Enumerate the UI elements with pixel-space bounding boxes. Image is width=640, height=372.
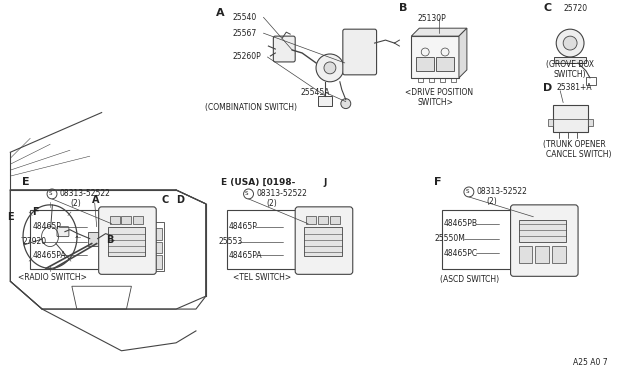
Bar: [133, 216, 143, 224]
Bar: [552, 246, 566, 263]
Text: E: E: [22, 177, 30, 187]
Bar: [548, 119, 553, 126]
Text: 08313-52522: 08313-52522: [257, 189, 307, 198]
Bar: [304, 227, 342, 256]
Bar: [306, 216, 316, 224]
Text: 25540: 25540: [233, 13, 257, 22]
Polygon shape: [412, 28, 467, 36]
Text: (2): (2): [70, 199, 81, 208]
Text: (ASCD SWITCH): (ASCD SWITCH): [440, 275, 499, 284]
FancyBboxPatch shape: [111, 231, 120, 241]
Text: S: S: [465, 189, 468, 195]
Bar: [416, 57, 434, 71]
Text: F: F: [32, 207, 39, 217]
Bar: [88, 232, 100, 246]
Text: SWITCH): SWITCH): [553, 70, 586, 79]
Bar: [122, 216, 131, 224]
FancyBboxPatch shape: [273, 36, 295, 62]
Text: 25381+A: 25381+A: [556, 83, 592, 92]
FancyBboxPatch shape: [343, 29, 376, 75]
Text: S: S: [48, 192, 52, 196]
Bar: [536, 246, 549, 263]
Text: 25553: 25553: [219, 237, 243, 246]
Text: (GROVE BOX: (GROVE BOX: [547, 60, 595, 70]
Bar: [108, 227, 145, 256]
Text: (2): (2): [266, 199, 277, 208]
Text: <RADIO SWITCH>: <RADIO SWITCH>: [17, 273, 86, 282]
Text: 25550M: 25550M: [434, 234, 465, 243]
Circle shape: [341, 99, 351, 109]
Bar: [30, 210, 102, 269]
Bar: [553, 105, 588, 132]
Text: 48465PC: 48465PC: [444, 249, 478, 258]
Text: 08313-52522: 08313-52522: [477, 187, 528, 196]
Bar: [588, 119, 593, 126]
Bar: [122, 256, 162, 269]
Text: D: D: [176, 195, 184, 205]
Text: CANCEL SWITCH): CANCEL SWITCH): [547, 150, 612, 159]
Bar: [442, 210, 513, 269]
Circle shape: [324, 62, 336, 74]
Text: 25130P: 25130P: [417, 14, 446, 23]
Bar: [318, 216, 328, 224]
Text: 25567: 25567: [233, 29, 257, 38]
Bar: [554, 57, 586, 63]
Circle shape: [556, 29, 584, 57]
Text: 48465PA: 48465PA: [32, 251, 66, 260]
Text: E (USA) [0198-: E (USA) [0198-: [221, 177, 295, 186]
Text: A: A: [216, 8, 225, 18]
Text: A25 A0 7: A25 A0 7: [573, 358, 608, 367]
Text: F: F: [434, 177, 442, 187]
Bar: [227, 210, 298, 269]
Bar: [436, 57, 454, 71]
Text: 25545A: 25545A: [300, 88, 330, 97]
Text: SWITCH>: SWITCH>: [417, 98, 453, 107]
Text: 48465PA: 48465PA: [228, 251, 262, 260]
Bar: [120, 222, 164, 271]
Text: (2): (2): [487, 198, 497, 206]
Text: B: B: [399, 3, 408, 13]
Bar: [586, 77, 596, 85]
Text: J: J: [323, 177, 326, 186]
Text: <DRIVE POSITION: <DRIVE POSITION: [405, 88, 474, 97]
Bar: [451, 78, 456, 82]
Bar: [518, 246, 532, 263]
Bar: [440, 78, 445, 82]
FancyBboxPatch shape: [511, 205, 578, 276]
Circle shape: [316, 54, 344, 82]
Text: C: C: [543, 3, 552, 13]
Bar: [122, 241, 141, 253]
Text: E: E: [7, 212, 14, 222]
Bar: [122, 228, 162, 240]
Bar: [518, 220, 566, 241]
Bar: [412, 36, 459, 78]
Bar: [429, 78, 434, 82]
Text: D: D: [543, 83, 552, 93]
Text: 25720: 25720: [563, 4, 588, 13]
Bar: [143, 241, 162, 253]
Circle shape: [563, 36, 577, 50]
FancyBboxPatch shape: [99, 207, 156, 274]
Text: B: B: [107, 235, 114, 245]
Bar: [330, 216, 340, 224]
Bar: [318, 96, 332, 106]
Polygon shape: [459, 28, 467, 78]
Text: 48465P: 48465P: [32, 222, 61, 231]
Text: <TEL SWITCH>: <TEL SWITCH>: [234, 273, 291, 282]
Bar: [419, 78, 423, 82]
Text: 08313-52522: 08313-52522: [60, 189, 111, 198]
Text: 48465P: 48465P: [228, 222, 257, 231]
FancyBboxPatch shape: [57, 227, 69, 237]
FancyBboxPatch shape: [295, 207, 353, 274]
Text: 48465PB: 48465PB: [444, 219, 478, 228]
Bar: [109, 216, 120, 224]
Text: 27920: 27920: [22, 237, 46, 246]
Text: (TRUNK OPENER: (TRUNK OPENER: [543, 140, 606, 149]
Text: (COMBINATION SWITCH): (COMBINATION SWITCH): [205, 103, 296, 112]
Text: S: S: [245, 192, 248, 196]
Text: 25260P: 25260P: [233, 52, 261, 61]
Text: A: A: [92, 195, 99, 205]
Text: C: C: [161, 195, 168, 205]
